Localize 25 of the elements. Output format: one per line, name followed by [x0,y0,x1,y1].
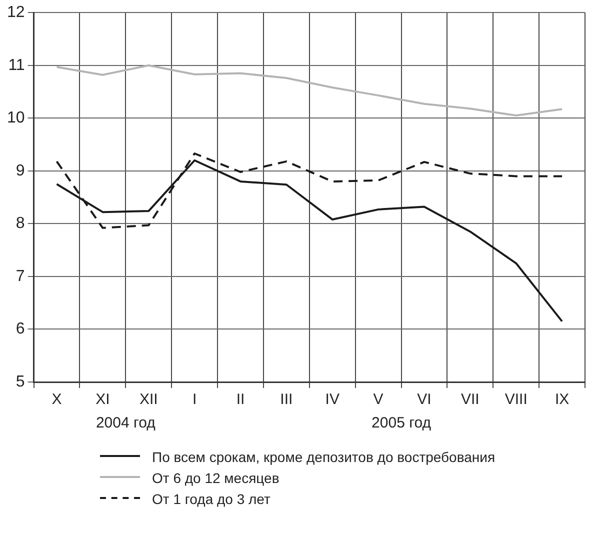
text: 2005 год [372,414,432,432]
legend-label: По всем срокам, кроме депозитов до востребования [152,448,496,464]
y-tick-label: 12 [7,4,25,22]
x-tick-label: IX [554,391,570,408]
x-tick-label: X [52,391,62,408]
legend-label: От 6 до 12 месяцев [152,470,280,486]
x-tick-label: II [236,391,245,408]
x-tick-label: I [192,391,197,408]
x-tick-label: IV [325,391,340,408]
x-tick-label: VI [417,391,432,408]
x-tick-label: V [373,391,384,408]
y-tick-label: 10 [7,110,25,127]
y-tick-label: 7 [16,268,25,285]
x-tick-label: XI [96,391,110,408]
y-tick-label: 11 [8,56,25,74]
x-tick-label: XII [139,391,158,408]
y-tick-label: 8 [16,215,25,232]
x-tick-label: VII [460,391,480,408]
y-tick-label: 9 [16,162,25,180]
y-tick-label: 5 [16,373,25,390]
x-tick-label: III [280,391,293,408]
legend-label: От 1 года до 3 лет [152,490,270,506]
text: 2004 год [96,414,156,432]
x-tick-label: VIII [504,391,528,408]
y-tick-label: 6 [16,320,25,338]
